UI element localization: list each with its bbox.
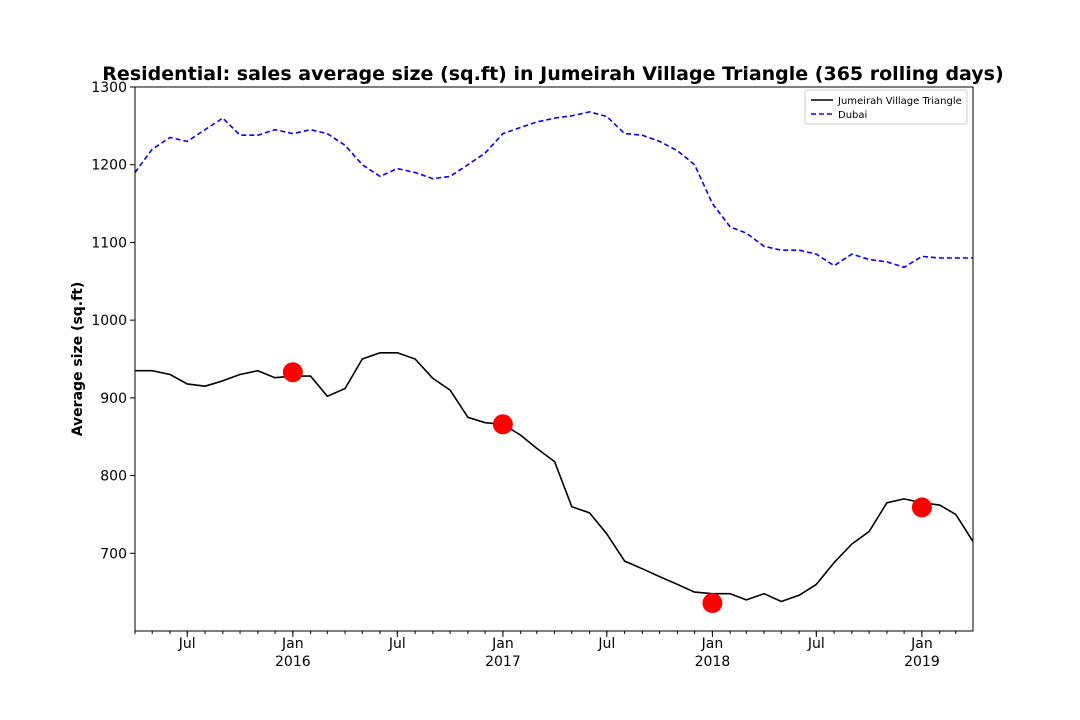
y-tick-label: 900	[100, 391, 127, 407]
legend-label-dubai: Dubai	[838, 110, 867, 121]
x-tick-label: Jul	[178, 636, 196, 652]
x-tick-label: Jan	[491, 636, 514, 652]
x-tick-year-label: 2019	[904, 654, 940, 670]
series-line-jvt	[135, 351, 974, 603]
y-tick-label: 1300	[91, 80, 127, 96]
x-tick-year-label: 2016	[275, 654, 311, 670]
marker-point	[702, 593, 723, 614]
y-axis-label: Average size (sq.ft)	[70, 282, 86, 437]
plot-frame	[134, 86, 974, 632]
x-tick-label: Jan	[701, 636, 724, 652]
y-tick-label: 1200	[91, 158, 127, 174]
x-tick-label: Jan	[281, 636, 304, 652]
marker-point	[282, 362, 303, 383]
legend-box	[804, 89, 968, 125]
series-line-dubai	[134, 111, 973, 269]
chart-title: Residential: sales average size (sq.ft) …	[102, 63, 1003, 85]
y-tick-label: 700	[100, 546, 127, 562]
legend-label-jvt: Jumeirah Village Triangle	[837, 96, 962, 107]
marker-point	[911, 497, 932, 518]
x-tick-label: Jul	[807, 636, 825, 652]
legend: Jumeirah Village Triangle Dubai	[804, 89, 968, 125]
y-tick-label: 800	[100, 469, 127, 485]
plot-area: 700 800 900 1000 1100 1200 1300 Jul Jan 2016 Jul Ja…	[91, 80, 974, 670]
x-tick-label: Jul	[597, 636, 615, 652]
x-tick-year-label: 2018	[695, 654, 731, 670]
y-tick-label: 1100	[91, 235, 127, 251]
x-tick-label: Jan	[910, 636, 933, 652]
y-tick-label: 1000	[91, 313, 127, 329]
x-tick-label: Jul	[388, 636, 406, 652]
marker-point	[492, 414, 513, 435]
x-tick-year-label: 2017	[485, 654, 521, 670]
